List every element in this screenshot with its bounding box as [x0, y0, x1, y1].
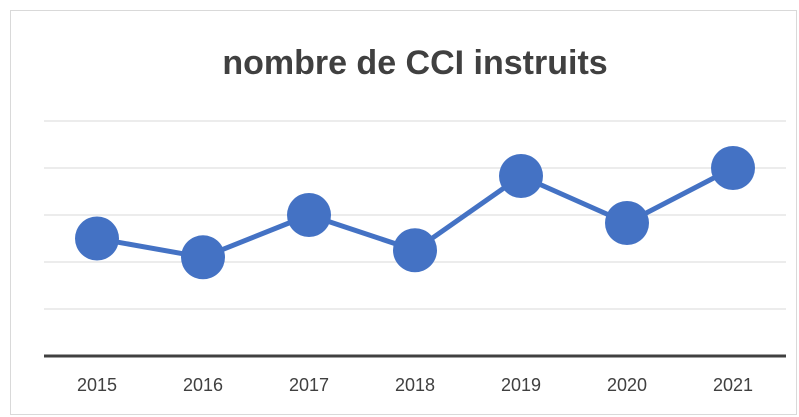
- marker: [181, 235, 225, 280]
- marker: [75, 216, 119, 261]
- marker: [499, 153, 543, 198]
- chart-frame: [10, 10, 797, 415]
- x-tick-label: 2015: [77, 375, 117, 395]
- x-tick-label: 2016: [183, 375, 223, 395]
- x-tick-label: 2018: [395, 375, 435, 395]
- x-tick-label: 2021: [713, 375, 753, 395]
- marker: [287, 193, 331, 237]
- marker: [711, 146, 755, 190]
- marker: [393, 228, 437, 273]
- x-tick-label: 2019: [501, 375, 541, 395]
- x-tick-label: 2017: [289, 375, 329, 395]
- marker: [605, 200, 649, 245]
- chart-title: nombre de CCI instruits: [222, 44, 607, 82]
- x-tick-label: 2020: [607, 375, 647, 395]
